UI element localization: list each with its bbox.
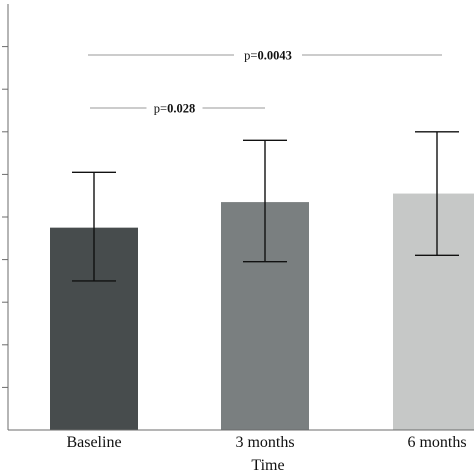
category-label-0: Baseline: [66, 434, 121, 451]
bars: [50, 193, 474, 430]
error-bars: [72, 131, 459, 282]
p-prefix: p=: [244, 49, 257, 63]
p-prefix: p=: [154, 102, 167, 116]
y-axis: [2, 4, 9, 430]
x-axis: Baseline 3 months 6 months: [8, 429, 474, 451]
category-label-1: 3 months: [235, 434, 294, 451]
p-value: 0.0043: [257, 49, 291, 63]
category-label-2: 6 months: [407, 434, 466, 451]
p-value: 0.028: [167, 102, 195, 116]
significance-label-1: p=0.0043: [244, 49, 292, 63]
x-axis-label: Time: [251, 457, 284, 474]
bar-2: [393, 193, 474, 430]
significance-label-0: p=0.028: [154, 102, 195, 116]
